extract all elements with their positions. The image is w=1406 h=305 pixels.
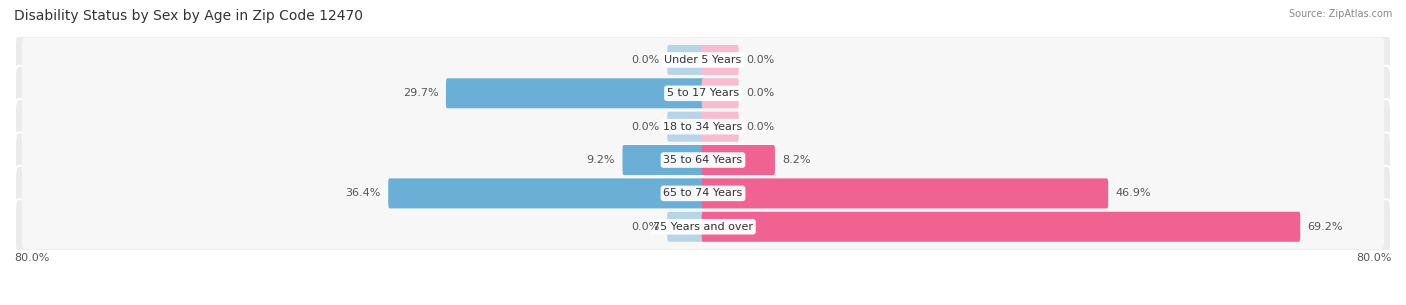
Text: 36.4%: 36.4% [346, 188, 381, 198]
FancyBboxPatch shape [668, 112, 704, 142]
FancyBboxPatch shape [623, 145, 704, 175]
FancyBboxPatch shape [702, 112, 738, 142]
Text: 0.0%: 0.0% [631, 222, 659, 232]
Text: 46.9%: 46.9% [1115, 188, 1152, 198]
Text: 69.2%: 69.2% [1308, 222, 1343, 232]
Text: 29.7%: 29.7% [404, 88, 439, 98]
Text: 0.0%: 0.0% [747, 122, 775, 132]
Text: 5 to 17 Years: 5 to 17 Years [666, 88, 740, 98]
Text: Disability Status by Sex by Age in Zip Code 12470: Disability Status by Sex by Age in Zip C… [14, 9, 363, 23]
FancyBboxPatch shape [22, 71, 1384, 116]
FancyBboxPatch shape [702, 78, 738, 108]
Text: 0.0%: 0.0% [747, 55, 775, 65]
Text: 35 to 64 Years: 35 to 64 Years [664, 155, 742, 165]
Text: 0.0%: 0.0% [747, 88, 775, 98]
FancyBboxPatch shape [22, 138, 1384, 183]
Text: Under 5 Years: Under 5 Years [665, 55, 741, 65]
FancyBboxPatch shape [22, 104, 1384, 149]
FancyBboxPatch shape [702, 212, 1301, 242]
Text: 9.2%: 9.2% [586, 155, 616, 165]
Text: 18 to 34 Years: 18 to 34 Years [664, 122, 742, 132]
Text: 0.0%: 0.0% [631, 122, 659, 132]
Text: 65 to 74 Years: 65 to 74 Years [664, 188, 742, 198]
Text: 75 Years and over: 75 Years and over [652, 222, 754, 232]
FancyBboxPatch shape [388, 178, 704, 208]
FancyBboxPatch shape [15, 166, 1391, 221]
FancyBboxPatch shape [668, 45, 704, 75]
FancyBboxPatch shape [446, 78, 704, 108]
FancyBboxPatch shape [15, 32, 1391, 88]
Text: 8.2%: 8.2% [782, 155, 811, 165]
Text: 80.0%: 80.0% [1357, 253, 1392, 264]
FancyBboxPatch shape [702, 178, 1108, 208]
Text: 80.0%: 80.0% [14, 253, 49, 264]
FancyBboxPatch shape [22, 171, 1384, 216]
Text: Source: ZipAtlas.com: Source: ZipAtlas.com [1288, 9, 1392, 19]
FancyBboxPatch shape [702, 145, 775, 175]
FancyBboxPatch shape [22, 204, 1384, 249]
FancyBboxPatch shape [15, 66, 1391, 121]
Text: 0.0%: 0.0% [631, 55, 659, 65]
FancyBboxPatch shape [15, 99, 1391, 154]
FancyBboxPatch shape [702, 45, 738, 75]
FancyBboxPatch shape [15, 199, 1391, 254]
FancyBboxPatch shape [22, 38, 1384, 82]
FancyBboxPatch shape [15, 132, 1391, 188]
FancyBboxPatch shape [668, 212, 704, 242]
